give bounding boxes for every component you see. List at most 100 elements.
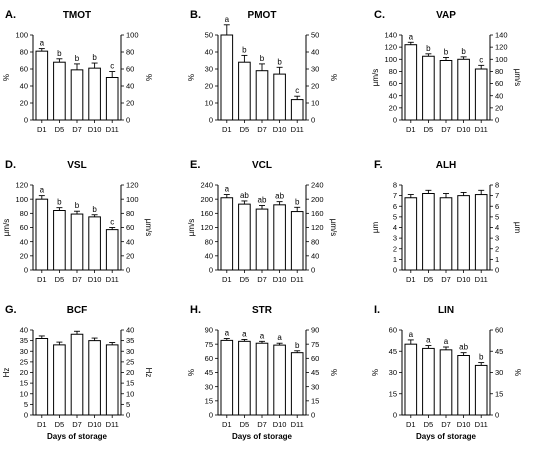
y-tick-label-right: 1 [495,255,499,264]
bar-d7 [70,69,84,121]
y-tick-label-right: 100 [495,55,508,64]
y-tick-label-left: 90 [205,326,213,335]
bar-d1 [35,338,49,416]
x-tick-label: D10 [273,420,287,429]
y-tick-label-left: 100 [15,195,28,204]
y-axis-label-right: Hz [144,368,153,378]
x-tick-label: D10 [457,275,471,284]
y-tick-label-left: 20 [20,99,28,108]
significance-letter: b [277,57,282,66]
x-tick-label: D7 [257,125,267,134]
bar-d5 [53,344,66,416]
y-tick-label-left: 0 [209,411,213,420]
chart-panel-lin: I. LIN 0 0 15 15 30 30 45 45 60 60% % a D1 a D5 a D7 ab D10 b… [371,304,522,441]
y-tick-label-right: 0 [311,411,315,420]
y-tick-label-right: 60 [495,79,503,88]
y-tick-label-right: 20 [495,103,503,112]
panel-letter: B. [190,9,201,21]
y-tick-label-left: 120 [200,223,213,232]
y-tick-label-right: 3 [495,234,499,243]
y-tick-label-left: 200 [200,195,213,204]
y-tick-label-right: 120 [126,181,139,190]
significance-letter: b [426,44,431,53]
y-axis-label-left: µm/s [187,219,196,237]
y-axis-label-right: % [329,74,338,81]
y-tick-label-right: 5 [126,400,130,409]
x-tick-label: D1 [37,125,47,134]
x-tick-label: D11 [475,420,488,429]
significance-letter: a [260,331,265,340]
y-tick-label-left: 60 [389,79,397,88]
y-tick-label-left: 20 [20,251,28,260]
y-tick-label-right: 80 [126,209,134,218]
x-tick-label: D11 [291,420,304,429]
y-tick-label-left: 120 [15,181,28,190]
y-tick-label-right: 30 [495,368,503,377]
bar-d5 [422,193,435,271]
bar-d7 [255,342,269,416]
y-tick-label-right: 15 [495,389,503,398]
y-tick-label-right: 60 [311,354,319,363]
y-axis-label-right: % [329,369,338,376]
y-tick-label-left: 4 [393,223,397,232]
y-tick-label-right: 20 [126,251,134,260]
panel-letter: G. [5,304,17,316]
bar-d5 [422,347,435,416]
y-axis-label-right: µm/s [513,69,522,87]
panel-letter: H. [190,304,201,316]
significance-letter: c [479,55,483,64]
x-tick-label: D11 [106,420,119,429]
bar-d5 [238,61,251,121]
chart-panel-tmot: A. TMOT 0 0 20 20 40 40 60 60 80 80 100 100% % a D1 b D5 b D… [2,9,153,134]
y-tick-label-right: 8 [495,181,499,190]
y-tick-label-right: 30 [311,382,319,391]
y-tick-label-left: 30 [389,368,397,377]
y-axis-label-left: Hz [2,368,11,378]
y-tick-label-right: 80 [495,67,503,76]
significance-letter: b [75,54,80,63]
y-tick-label-left: 20 [205,82,213,91]
x-tick-label: D11 [291,125,304,134]
y-tick-label-right: 5 [495,212,499,221]
x-tick-label: D5 [55,275,65,284]
y-tick-label-right: 40 [126,237,134,246]
x-tick-label: D1 [37,275,47,284]
significance-letter: b [75,201,80,210]
y-tick-label-right: 80 [126,48,134,57]
significance-letter: c [295,86,299,95]
bar-d5 [53,61,66,121]
y-tick-label-left: 40 [205,48,213,57]
significance-letter: b [242,45,247,54]
y-tick-label-left: 7 [393,191,397,200]
y-tick-label-right: 35 [126,336,134,345]
panel-title: TMOT [63,10,91,21]
significance-letter: b [479,353,484,362]
y-tick-label-right: 100 [126,195,139,204]
y-tick-label-left: 75 [205,340,213,349]
y-tick-label-left: 15 [205,396,213,405]
y-tick-label-right: 40 [495,91,503,100]
y-tick-label-right: 30 [311,65,319,74]
y-tick-label-left: 0 [393,266,397,275]
bar-d1 [35,50,49,121]
x-tick-label: D1 [406,125,416,134]
significance-letter: a [40,39,45,48]
chart-panel-str: H. STR 0 0 15 15 30 30 45 45 60 60 75 75 90 90% % a D1 a D5 a… [187,304,338,441]
y-tick-label-right: 20 [311,82,319,91]
y-tick-label-right: 0 [126,266,130,275]
x-tick-label: D5 [55,125,65,134]
significance-letter: b [92,53,97,62]
x-tick-label: D7 [441,125,451,134]
y-tick-label-left: 45 [205,368,213,377]
bar-d11 [290,99,304,121]
y-tick-label-left: 100 [384,55,397,64]
bar-d7 [70,333,84,416]
y-tick-label-right: 0 [126,116,130,125]
panel-letter: I. [374,304,380,316]
panel-letter: C. [374,9,385,21]
significance-letter: b [295,197,300,206]
y-tick-label-left: 6 [393,202,397,211]
y-axis-label-left: % [187,74,196,81]
y-tick-label-left: 3 [393,234,397,243]
